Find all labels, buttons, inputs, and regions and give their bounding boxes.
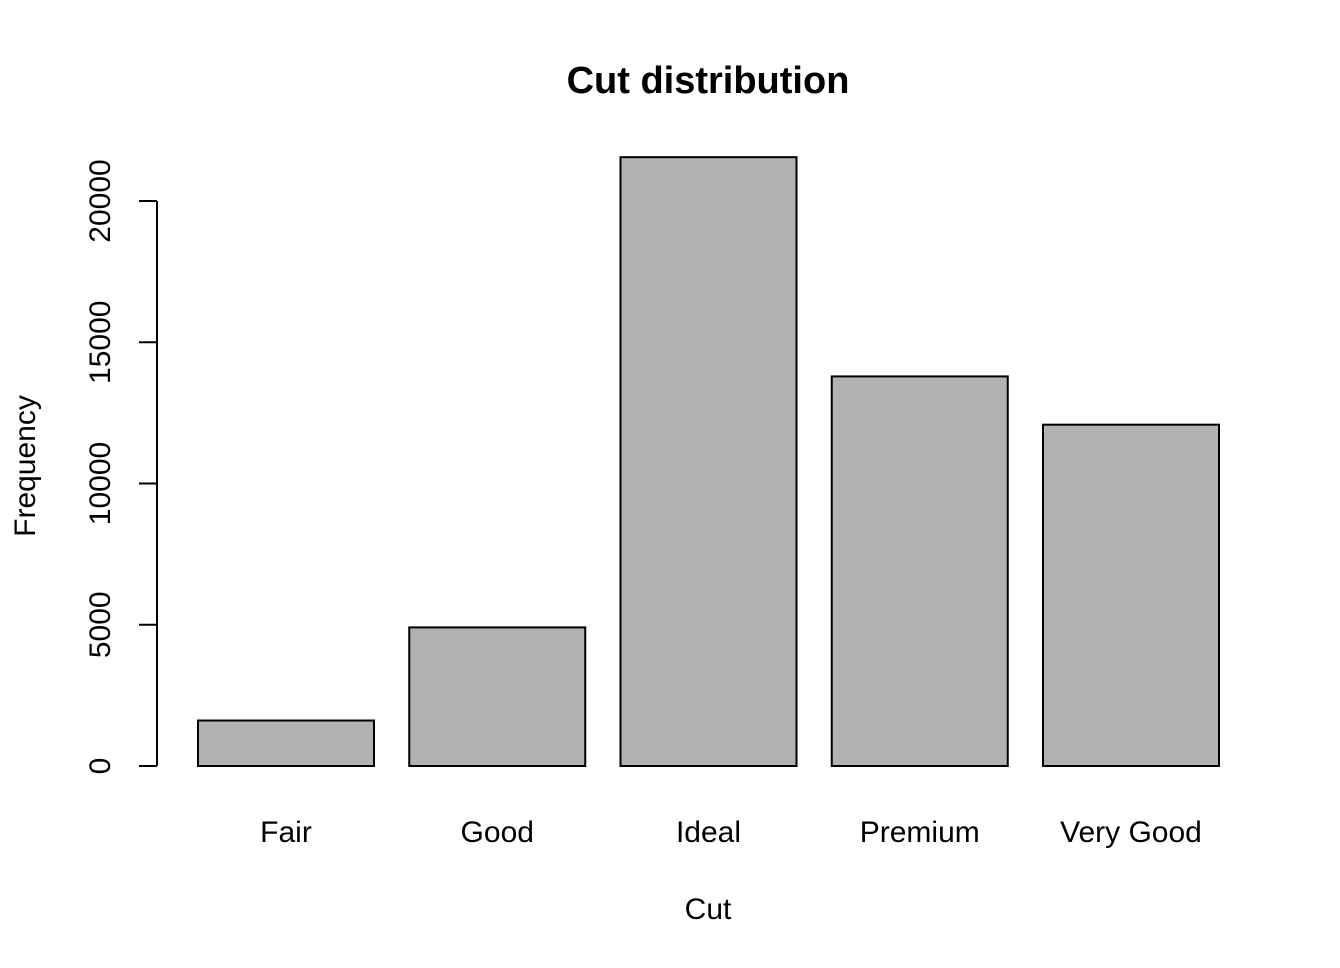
x-category-label: Premium [860,816,980,849]
bar-very-good [1042,423,1220,767]
x-axis-label: Cut [685,893,732,926]
bar-premium [830,375,1009,767]
y-tick-label: 15000 [84,301,117,384]
bars-group [197,156,1220,768]
bar-good [408,626,587,768]
y-tick-label: 10000 [84,442,117,525]
chart-title: Cut distribution [567,60,850,102]
y-tick-label: 5000 [84,591,117,658]
x-category-label: Very Good [1060,816,1202,849]
y-axis: 0 5000 10000 15000 20000 [84,159,158,775]
y-tick-label: 20000 [84,159,117,242]
bar-fair [197,719,375,768]
category-labels-group: Fair Good Ideal Premium Very Good [260,816,1202,849]
x-category-label: Ideal [676,816,741,849]
x-category-label: Fair [260,816,312,849]
y-axis-label: Frequency [9,395,42,537]
bar-ideal [619,156,798,767]
x-category-label: Good [461,816,534,849]
y-tick-label: 0 [84,758,117,775]
